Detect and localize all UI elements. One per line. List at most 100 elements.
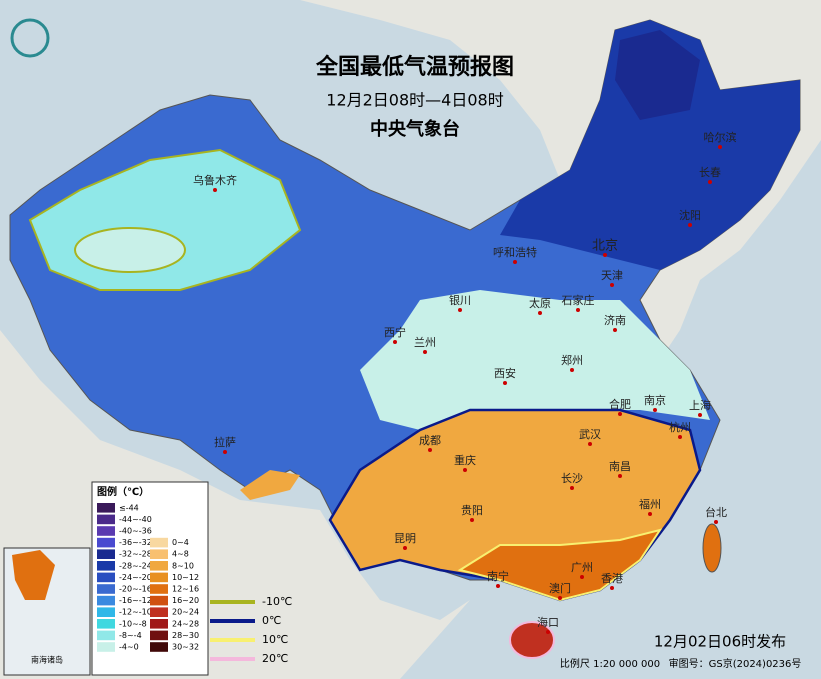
city-dot [603, 253, 607, 257]
isotherm-label: 10℃ [262, 633, 288, 646]
legend-swatch [150, 607, 168, 617]
legend-label: 30~32 [172, 643, 199, 652]
city-label: 天津 [601, 269, 623, 282]
city-dot [458, 308, 462, 312]
city-dot [223, 450, 227, 454]
city-label: 石家庄 [562, 293, 595, 307]
city-dot [470, 518, 474, 522]
taiwan [702, 523, 722, 573]
city-dot [403, 546, 407, 550]
city-label: 南宁 [487, 569, 509, 583]
city-label: 长春 [699, 166, 721, 179]
legend-swatch [97, 619, 115, 629]
legend-label: -28~-24 [119, 561, 152, 570]
logo [10, 18, 50, 58]
cold-region [615, 30, 700, 120]
city-label: 沈阳 [679, 208, 701, 222]
legend-swatch [150, 630, 168, 641]
city-dot [496, 584, 500, 588]
city-dot [580, 575, 584, 579]
city-dot [463, 468, 467, 472]
legend-label: 20~24 [172, 608, 199, 617]
cold-region [500, 20, 800, 270]
legend-label: -24~-20 [119, 573, 152, 582]
isotherm-label: 20℃ [262, 652, 288, 665]
city-label: 香港 [601, 572, 623, 585]
legend-swatch [150, 572, 168, 583]
legend-label: -44~-40 [119, 515, 152, 524]
legend-swatch [150, 642, 168, 652]
legend-label: -10~-8 [119, 619, 147, 628]
city-dot [648, 512, 652, 516]
legend-label: 8~10 [172, 561, 194, 570]
city-label: 长沙 [561, 472, 583, 485]
city-dot [588, 442, 592, 446]
agency: 中央气象台 [370, 118, 460, 140]
city-dot [688, 223, 692, 227]
city-label: 太原 [529, 297, 551, 310]
city-dot [503, 381, 507, 385]
city-label: 海口 [537, 615, 559, 629]
hainan [509, 621, 555, 659]
inset-label: 南海诸岛 [31, 655, 63, 665]
city-dot [558, 596, 562, 600]
legend-label: -4~0 [119, 643, 139, 652]
city-label: 兰州 [414, 336, 436, 349]
legend-label: -32~-28 [119, 550, 152, 559]
city-label: 成都 [419, 434, 441, 447]
city-dot [393, 340, 397, 344]
legend-swatch [150, 561, 168, 571]
city-label: 合肥 [609, 397, 631, 411]
legend-swatch [97, 572, 115, 583]
city-dot [610, 283, 614, 287]
city-label: 昆明 [394, 532, 416, 545]
legend-label: ≤-44 [119, 503, 139, 512]
city-dot [570, 368, 574, 372]
city-dot [213, 188, 217, 192]
city-label: 郑州 [561, 353, 583, 367]
city-dot [538, 311, 542, 315]
city-label: 台北 [705, 505, 727, 519]
city-label: 南昌 [609, 460, 631, 473]
city-label: 银川 [449, 293, 471, 307]
legend-label: -36~-32 [119, 538, 152, 547]
legend-swatch [97, 642, 115, 652]
legend-label: -12~-10 [119, 608, 152, 617]
city-dot [698, 413, 702, 417]
city-dot [653, 408, 657, 412]
city-label: 上海 [689, 398, 711, 412]
legend-label: 10~12 [172, 573, 199, 582]
city-label: 澳门 [549, 581, 571, 595]
city-label: 西宁 [384, 325, 406, 339]
legend-label: 0~4 [172, 538, 189, 547]
release-time: 12月02日06时发布 [654, 633, 786, 651]
legend-swatch [150, 584, 168, 594]
city-label: 呼和浩特 [493, 245, 537, 259]
city-label: 西安 [494, 366, 516, 380]
legend-swatch [97, 584, 115, 594]
city-label: 杭州 [669, 420, 691, 434]
city-label: 重庆 [454, 453, 476, 467]
city-label: 福州 [639, 497, 661, 511]
legend-label: 28~30 [172, 631, 199, 640]
city-dot [613, 328, 617, 332]
city-dot [718, 145, 722, 149]
city-label: 广州 [571, 561, 593, 574]
legend-swatch [150, 549, 168, 559]
legend-swatch [150, 619, 168, 629]
legend-swatch [97, 503, 115, 513]
legend-label: -8~-4 [119, 631, 142, 640]
city-dot [576, 308, 580, 312]
legend-swatch [150, 537, 168, 548]
city-label: 济南 [604, 313, 626, 327]
city-dot [513, 260, 517, 264]
legend-swatch [97, 514, 115, 525]
legend-swatch [97, 537, 115, 548]
city-label: 拉萨 [214, 435, 236, 449]
warm-region [240, 470, 300, 500]
legend-label: -40~-36 [119, 527, 152, 536]
city-label: 贵阳 [461, 504, 483, 517]
legend-swatch [97, 630, 115, 641]
city-dot [610, 586, 614, 590]
